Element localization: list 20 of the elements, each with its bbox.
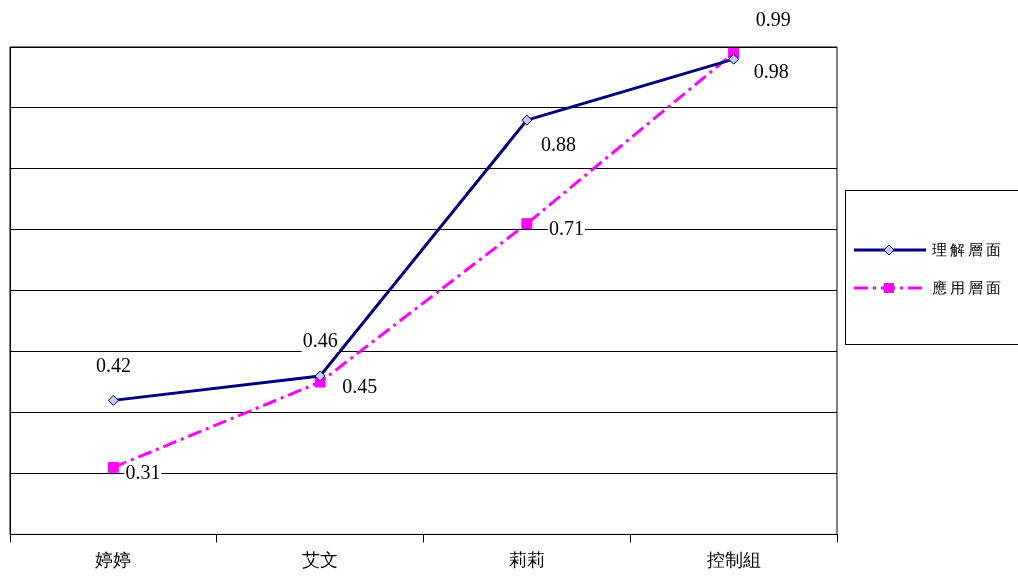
data-label: 0.42 [95,353,131,376]
x-tick-label: 控制組 [706,549,761,570]
data-label: 0.71 [548,216,584,239]
data-label: 0.99 [755,8,791,31]
data-label: 0.31 [125,460,161,483]
data-label: 0.45 [342,375,378,398]
x-tick-label: 艾文 [302,549,339,570]
data-label: 0.88 [540,133,576,156]
data-label: 0.46 [302,329,338,352]
x-tick-label: 莉莉 [508,549,545,570]
legend-label: 應用層面 [932,278,1004,298]
x-tick-label: 婷婷 [95,549,132,570]
point [107,461,119,473]
point [728,53,740,65]
point [107,394,119,406]
point [521,114,533,126]
legend-label: 理解層面 [932,240,1004,260]
point [521,218,533,230]
point [314,370,326,382]
data-label: 0.98 [753,60,789,83]
